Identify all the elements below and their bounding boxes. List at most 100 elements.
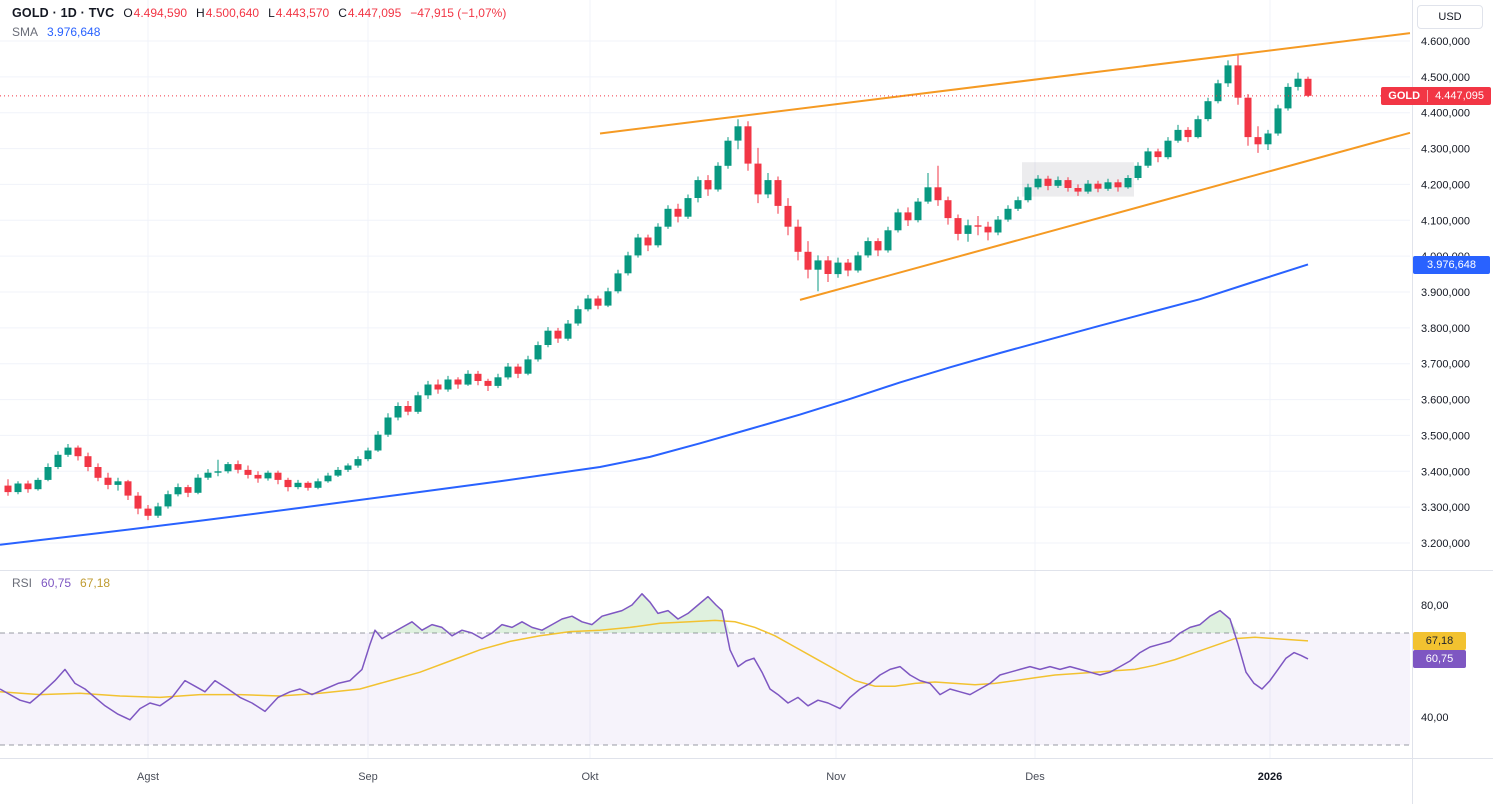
last-price-badge: GOLD 4.447,095 <box>1381 87 1491 105</box>
candle-body <box>104 477 112 485</box>
candle-body <box>734 126 742 141</box>
candle-body <box>324 475 332 482</box>
open-label: O <box>123 6 133 20</box>
rsi-label: RSI <box>12 576 33 590</box>
trendline[interactable] <box>599 32 1411 135</box>
candle-body <box>364 450 372 460</box>
sma-legend[interactable]: SMA 3.976,648 <box>12 25 100 39</box>
candle-body <box>344 465 352 470</box>
rsi-legend[interactable]: RSI 60,75 67,18 <box>12 576 110 590</box>
candle-body <box>74 447 82 457</box>
candle-body <box>844 262 852 271</box>
sma-value-badge: 3.976,648 <box>1413 256 1490 274</box>
candle-body <box>444 379 452 390</box>
last-price-badge-value: 4.447,095 <box>1435 90 1484 102</box>
candle-body <box>1044 178 1052 186</box>
candle-body <box>124 481 132 496</box>
candle-body <box>674 208 682 217</box>
candles-layer[interactable] <box>4 54 1312 521</box>
candle-body <box>284 479 292 488</box>
candle-body <box>1174 129 1182 141</box>
rsi-value: 60,75 <box>41 576 72 590</box>
rsi-layer[interactable] <box>0 593 1410 746</box>
candle-body <box>824 260 832 274</box>
candle-body <box>514 366 522 374</box>
candle-body <box>1074 188 1082 192</box>
time-tick-label[interactable]: Okt <box>581 771 598 783</box>
candle-body <box>44 467 52 480</box>
trendlines-layer[interactable] <box>599 32 1411 301</box>
candle-body <box>794 226 802 252</box>
sma-layer <box>0 263 1309 546</box>
candle-body <box>204 472 212 478</box>
price-tick-label: 3.300,000 <box>1421 502 1470 514</box>
candle-body <box>1224 65 1232 84</box>
candle-body <box>1064 180 1072 188</box>
candle-body <box>994 219 1002 233</box>
open-value: 4.494,590 <box>133 6 188 20</box>
candle-body <box>944 200 952 219</box>
candle-body <box>1254 137 1262 145</box>
candle-body <box>894 212 902 231</box>
candle-body <box>904 212 912 221</box>
rsi-tick-label: 80,00 <box>1421 600 1449 612</box>
candle-body <box>574 309 582 324</box>
rsi-ma-line <box>0 619 1309 699</box>
candle-body <box>654 226 662 246</box>
candle-body <box>814 260 822 270</box>
candle-body <box>414 395 422 412</box>
candle-body <box>924 187 932 202</box>
time-tick-label[interactable]: Agst <box>137 771 159 783</box>
change-value: −47,915 (−1,07%) <box>410 6 507 20</box>
candle-body <box>1124 178 1132 188</box>
rsi-value-badge: 60,75 <box>1413 650 1466 668</box>
close-label: C <box>338 6 347 20</box>
currency-label: USD <box>1438 11 1462 23</box>
price-tick-label: 3.600,000 <box>1421 395 1470 407</box>
candle-body <box>334 469 342 476</box>
candle-body <box>864 241 872 256</box>
rsi-band <box>0 633 1410 745</box>
candle-body <box>1164 140 1172 158</box>
price-tick-label: 3.400,000 <box>1421 466 1470 478</box>
candle-body <box>604 291 612 306</box>
price-tick-label: 3.700,000 <box>1421 359 1470 371</box>
candle-body <box>374 434 382 451</box>
candle-body <box>834 262 842 275</box>
candle-body <box>524 359 532 374</box>
ohlc-high: H 4.500,640 <box>196 6 259 20</box>
candle-body <box>694 180 702 198</box>
trendline[interactable] <box>799 131 1411 301</box>
sma-line <box>0 263 1309 546</box>
candle-body <box>394 406 402 418</box>
time-tick-label[interactable]: Nov <box>826 771 846 783</box>
candle-body <box>424 384 432 396</box>
candle-body <box>614 273 622 292</box>
candle-body <box>194 477 202 493</box>
candle-body <box>64 447 72 455</box>
price-tick-label: 3.900,000 <box>1421 287 1470 299</box>
candle-body <box>784 205 792 227</box>
candle-body <box>774 180 782 206</box>
rsi-tick-label: 40,00 <box>1421 712 1449 724</box>
time-tick-label[interactable]: 2026 <box>1258 771 1282 783</box>
low-label: L <box>268 6 275 20</box>
candle-body <box>1054 180 1062 186</box>
candle-body <box>1014 200 1022 209</box>
price-tick-label: 3.200,000 <box>1421 538 1470 550</box>
candle-body <box>854 255 862 271</box>
candle-body <box>1104 182 1112 189</box>
candle-body <box>934 187 942 201</box>
currency-selector[interactable]: USD <box>1417 5 1483 29</box>
candle-body <box>1304 78 1312 96</box>
time-tick-label[interactable]: Des <box>1025 771 1045 783</box>
time-tick-label[interactable]: Sep <box>358 771 378 783</box>
candle-body <box>314 481 322 488</box>
candle-body <box>954 218 962 234</box>
candle-body <box>494 377 502 386</box>
candle-body <box>1264 133 1272 145</box>
candle-body <box>544 330 552 345</box>
